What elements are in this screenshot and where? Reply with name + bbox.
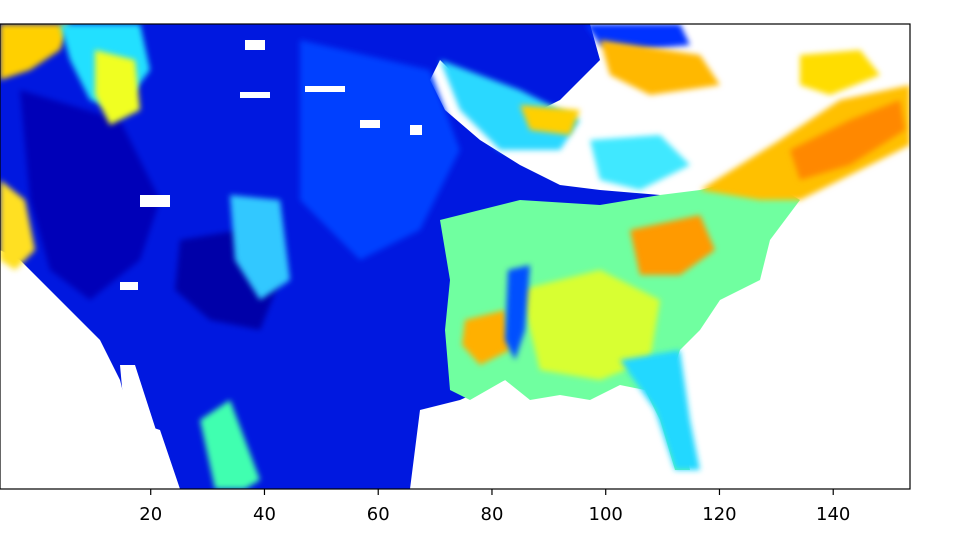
upper-midwest-yellow [600,40,720,95]
plains-mid-region [300,40,460,260]
missing-data-gap [305,86,345,92]
missing-data-gap [360,120,380,128]
northwest-yellow-region [95,50,140,125]
missing-data-gap [120,365,175,489]
missing-data-gap [120,282,138,290]
x-tick-label: 20 [139,504,162,525]
north-plains-yellow [520,105,580,135]
east-yellow-core [520,270,660,380]
mississippi-blue-strip [505,265,530,360]
x-tick-label: 120 [702,504,736,525]
midsouth-orange-core [462,310,510,365]
lakes-cyan-region [590,135,690,190]
northwest-coast-region [0,24,70,80]
missing-data-gap [245,40,265,50]
x-tick-label: 80 [481,504,504,525]
x-tick-label: 60 [367,504,390,525]
x-tick-label: 140 [816,504,850,525]
heatmap-field [0,24,910,489]
new-england-region [800,50,880,95]
west-deep-region [20,90,160,300]
missing-data-gap [140,195,170,207]
mountain-band [230,195,290,300]
northeast-orange-core [790,100,905,180]
x-axis: 20 40 60 80 100 120 140 [139,489,850,525]
plot-frame [0,23,911,490]
missing-data-gap [410,125,422,135]
southwest-band [200,400,260,489]
gulf-cyan-region [620,350,700,470]
x-tick-label: 40 [253,504,276,525]
appalachian-orange-core [630,215,715,275]
missing-data-gap [240,92,270,98]
west-coast-edge [0,180,35,270]
x-tick-label: 100 [589,504,623,525]
